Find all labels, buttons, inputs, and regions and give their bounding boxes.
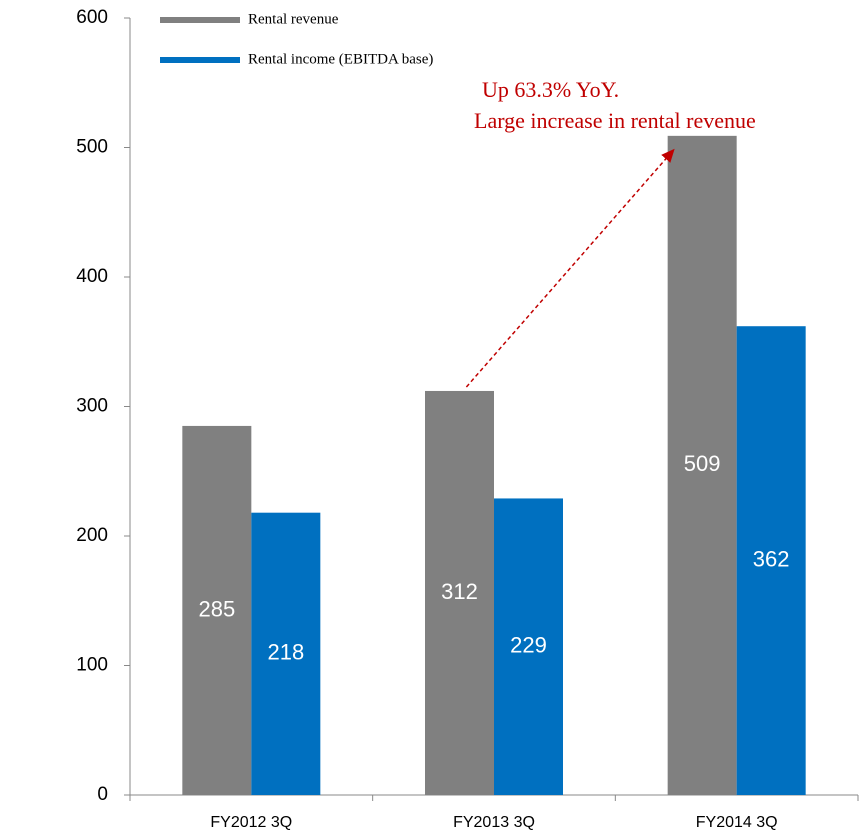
legend-swatch	[160, 57, 240, 63]
x-tick-label: FY2013 3Q	[453, 814, 535, 831]
legend-label: Rental revenue	[248, 11, 339, 27]
data-label: 218	[267, 640, 304, 665]
bar	[425, 390, 494, 795]
data-label: 285	[198, 596, 235, 621]
data-label: 312	[441, 579, 478, 604]
data-label: 229	[510, 633, 547, 658]
annotation: Large increase in rental revenue	[474, 108, 756, 133]
y-tick-label: 400	[76, 266, 108, 287]
y-tick-label: 500	[76, 137, 108, 158]
data-label: 362	[753, 546, 790, 571]
bar	[667, 135, 737, 796]
legend-label: Rental income (EBITDA base)	[248, 51, 433, 67]
annotation: Up 63.3% YoY.	[482, 77, 619, 102]
y-tick-label: 300	[76, 396, 108, 417]
y-tick-label: 100	[76, 655, 108, 676]
bar	[251, 512, 321, 795]
bar	[494, 498, 563, 795]
y-tick-label: 0	[97, 784, 108, 805]
data-label: 509	[684, 451, 721, 476]
y-tick-label: 200	[76, 525, 108, 546]
arrow	[465, 148, 675, 388]
x-tick-label: FY2012 3Q	[210, 814, 292, 831]
y-tick-label: 600	[76, 7, 108, 28]
bar	[736, 326, 806, 795]
x-tick-label: FY2014 3Q	[696, 814, 778, 831]
bar	[182, 425, 252, 795]
legend-swatch	[160, 17, 240, 23]
